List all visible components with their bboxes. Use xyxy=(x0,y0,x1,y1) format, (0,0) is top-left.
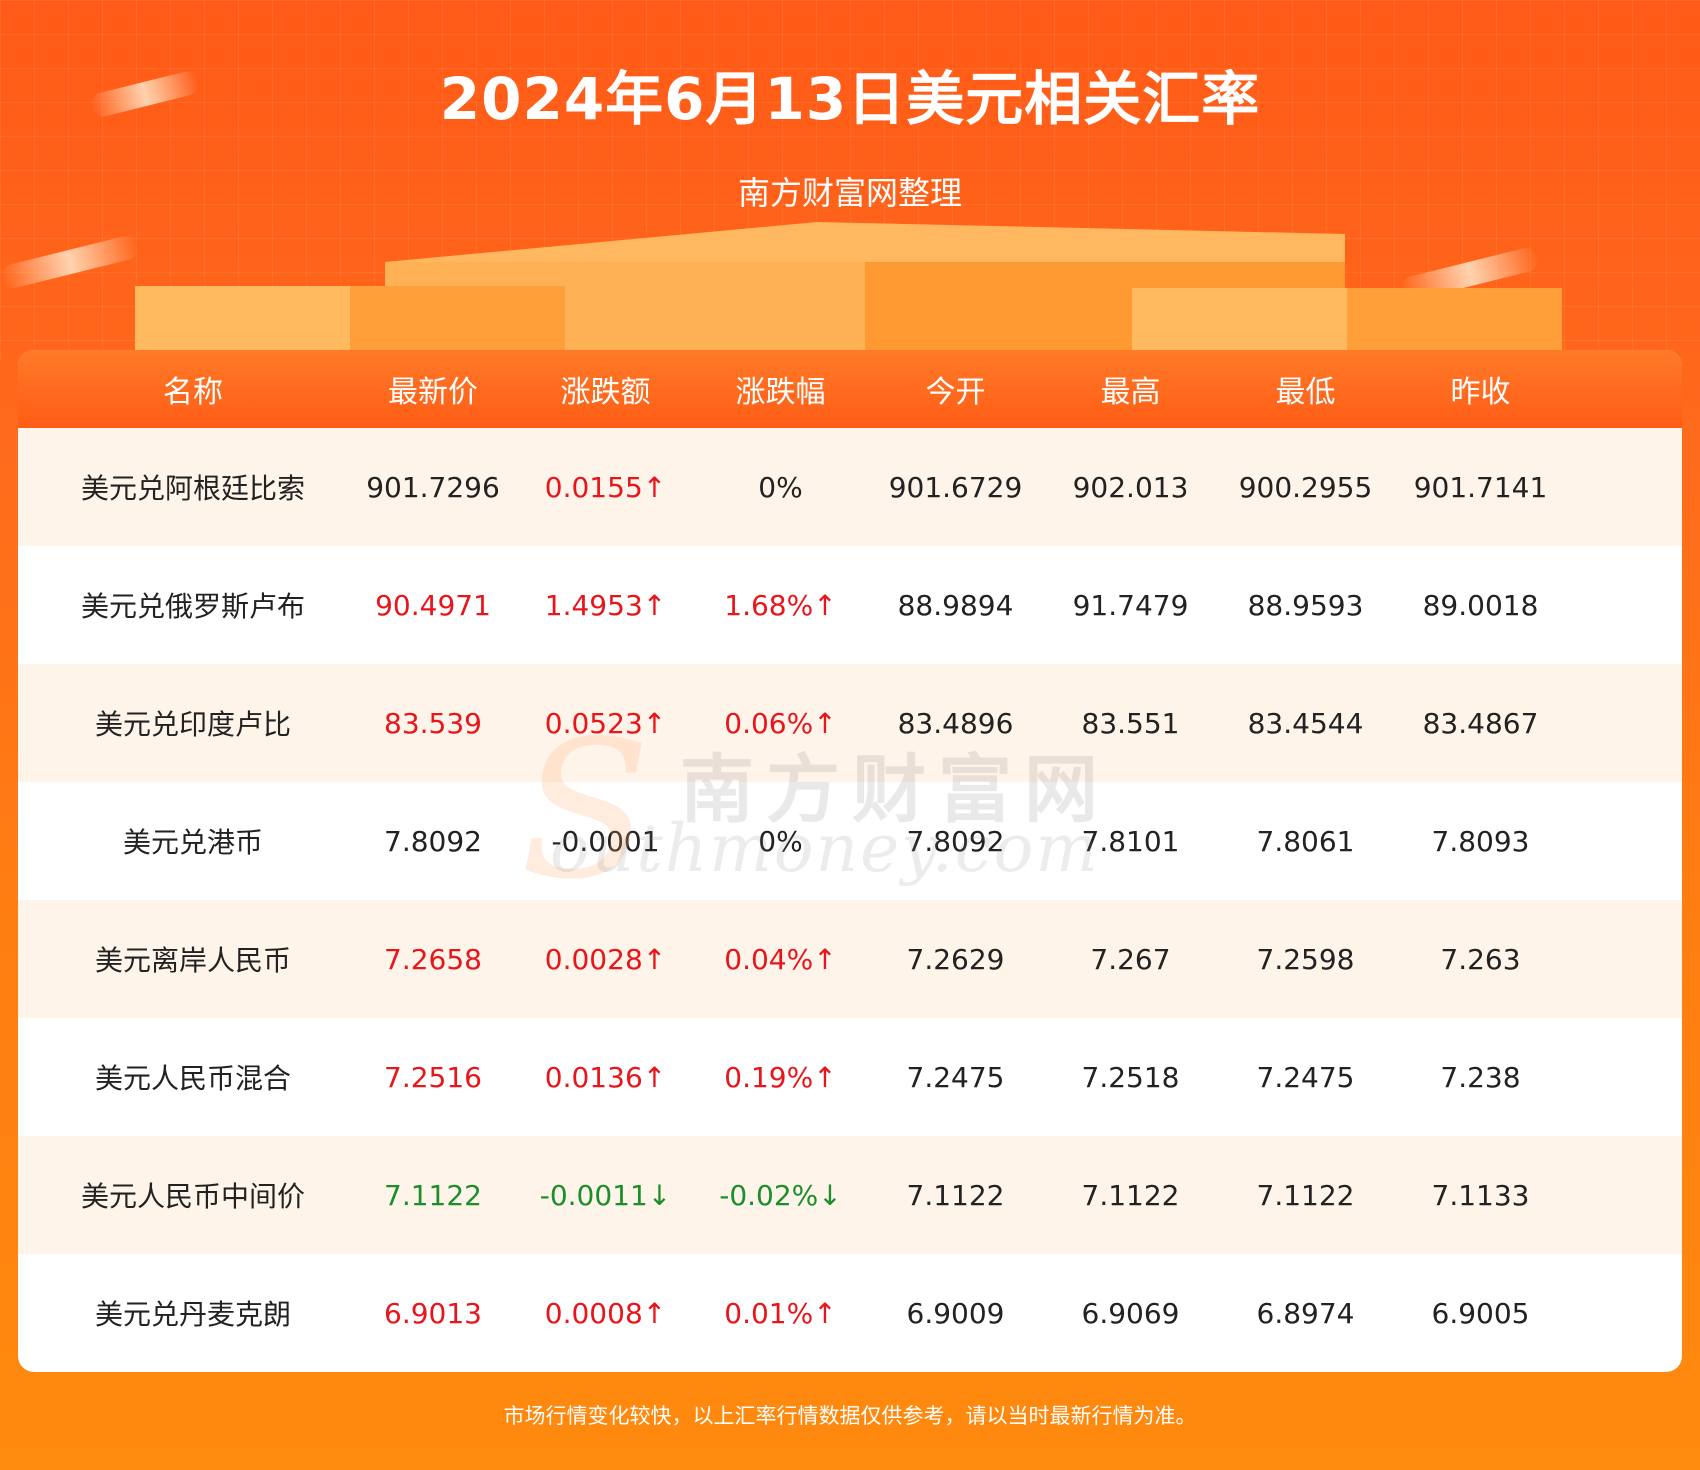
prev-close: 7.1133 xyxy=(1431,1178,1530,1212)
prev-close: 901.7141 xyxy=(1413,470,1548,504)
open-price: 7.2629 xyxy=(906,942,1005,976)
rate-name: 美元兑港币 xyxy=(122,826,263,859)
change-percent: 0.01%↑ xyxy=(724,1296,837,1330)
high-price: 7.2518 xyxy=(1081,1060,1180,1094)
latest-price: 7.1122 xyxy=(384,1178,482,1212)
latest-price: 7.2516 xyxy=(384,1060,482,1094)
low-price: 7.8061 xyxy=(1256,824,1355,858)
change-percent: 0.19%↑ xyxy=(724,1060,837,1094)
low-price: 7.1122 xyxy=(1256,1178,1355,1212)
change-amount: 0.0008↑ xyxy=(544,1296,667,1330)
latest-price: 83.539 xyxy=(384,706,482,740)
latest-price: 6.9013 xyxy=(384,1296,482,1330)
rate-name: 美元人民币中间价 xyxy=(80,1180,305,1213)
latest-price: 90.4971 xyxy=(375,588,491,622)
high-price: 91.7479 xyxy=(1072,588,1189,622)
low-price: 88.9593 xyxy=(1247,588,1364,622)
high-price: 6.9069 xyxy=(1081,1296,1180,1330)
change-amount: 0.0136↑ xyxy=(544,1060,667,1094)
table-row: 美元兑印度卢比 83.539 0.0523↑ 0.06%↑ 83.4896 83… xyxy=(18,664,1682,782)
rate-name: 美元兑丹麦克朗 xyxy=(94,1298,291,1331)
open-price: 6.9009 xyxy=(906,1296,1005,1330)
change-percent: 0.06%↑ xyxy=(724,706,837,740)
page-subtitle: 南方财富网整理 xyxy=(737,174,962,212)
column-header-prev-close: 昨收 xyxy=(1450,375,1511,410)
change-amount: -0.0001 xyxy=(551,824,660,858)
column-header-change: 涨跌额 xyxy=(560,375,651,410)
rate-name: 美元离岸人民币 xyxy=(94,944,291,977)
table-header-row: 名称 最新价 涨跌额 涨跌幅 今开 最高 最低 昨收 xyxy=(18,350,1682,428)
prev-close: 7.8093 xyxy=(1431,824,1530,858)
prev-close: 83.4867 xyxy=(1422,706,1539,740)
change-amount: 0.0028↑ xyxy=(544,942,667,976)
high-price: 7.1122 xyxy=(1081,1178,1180,1212)
change-percent: 1.68%↑ xyxy=(724,588,837,622)
rate-name: 美元兑印度卢比 xyxy=(94,708,291,741)
prev-close: 6.9005 xyxy=(1431,1296,1530,1330)
rate-name: 美元人民币混合 xyxy=(94,1062,291,1095)
low-price: 83.4544 xyxy=(1247,706,1364,740)
change-percent: 0.04%↑ xyxy=(724,942,837,976)
high-price: 83.551 xyxy=(1081,706,1180,740)
low-price: 6.8974 xyxy=(1256,1296,1355,1330)
prev-close: 7.263 xyxy=(1440,942,1521,976)
latest-price: 7.8092 xyxy=(384,824,482,858)
low-price: 900.2955 xyxy=(1238,470,1373,504)
exchange-rate-table: 名称 最新价 涨跌额 涨跌幅 今开 最高 最低 昨收 美元兑阿根廷比索 901.… xyxy=(18,350,1682,1372)
high-price: 7.8101 xyxy=(1081,824,1180,858)
column-header-open: 今开 xyxy=(925,375,986,410)
open-price: 83.4896 xyxy=(897,706,1014,740)
open-price: 7.8092 xyxy=(906,824,1005,858)
table-row: 美元兑阿根廷比索 901.7296 0.0155↑ 0% 901.6729 90… xyxy=(18,428,1682,546)
disclaimer-footer: 市场行情变化较快，以上汇率行情数据仅供参考，请以当时最新行情为准。 xyxy=(503,1404,1197,1428)
open-price: 7.2475 xyxy=(906,1060,1005,1094)
open-price: 88.9894 xyxy=(897,588,1014,622)
change-percent: 0% xyxy=(758,470,803,504)
table-row: 美元人民币中间价 7.1122 -0.0011↓ -0.02%↓ 7.1122 … xyxy=(18,1136,1682,1254)
change-amount: -0.0011↓ xyxy=(539,1178,672,1212)
open-price: 901.6729 xyxy=(888,470,1023,504)
change-percent: -0.02%↓ xyxy=(719,1178,842,1212)
column-header-change-pct: 涨跌幅 xyxy=(735,375,826,410)
table-row: 美元离岸人民币 7.2658 0.0028↑ 0.04%↑ 7.2629 7.2… xyxy=(18,900,1682,1018)
page-title: 2024年6月13日美元相关汇率 xyxy=(439,65,1261,133)
change-amount: 0.0155↑ xyxy=(544,470,667,504)
table-row: 美元兑港币 7.8092 -0.0001 0% 7.8092 7.8101 7.… xyxy=(18,782,1682,900)
prev-close: 89.0018 xyxy=(1422,588,1539,622)
prev-close: 7.238 xyxy=(1440,1060,1521,1094)
high-price: 7.267 xyxy=(1090,942,1171,976)
latest-price: 7.2658 xyxy=(384,942,482,976)
change-amount: 1.4953↑ xyxy=(544,588,667,622)
low-price: 7.2598 xyxy=(1256,942,1355,976)
table-row: 美元兑丹麦克朗 6.9013 0.0008↑ 0.01%↑ 6.9009 6.9… xyxy=(18,1254,1682,1372)
rate-name: 美元兑俄罗斯卢布 xyxy=(80,590,305,623)
change-percent: 0% xyxy=(758,824,803,858)
rate-name: 美元兑阿根廷比索 xyxy=(80,472,305,505)
column-header-name: 名称 xyxy=(163,375,223,410)
low-price: 7.2475 xyxy=(1256,1060,1355,1094)
column-header-low: 最低 xyxy=(1275,375,1336,410)
column-header-high: 最高 xyxy=(1100,375,1161,410)
column-header-latest: 最新价 xyxy=(388,375,478,410)
table-row: 美元人民币混合 7.2516 0.0136↑ 0.19%↑ 7.2475 7.2… xyxy=(18,1018,1682,1136)
open-price: 7.1122 xyxy=(906,1178,1005,1212)
latest-price: 901.7296 xyxy=(366,470,500,504)
high-price: 902.013 xyxy=(1072,470,1189,504)
change-amount: 0.0523↑ xyxy=(544,706,667,740)
table-row: 美元兑俄罗斯卢布 90.4971 1.4953↑ 1.68%↑ 88.9894 … xyxy=(18,546,1682,664)
